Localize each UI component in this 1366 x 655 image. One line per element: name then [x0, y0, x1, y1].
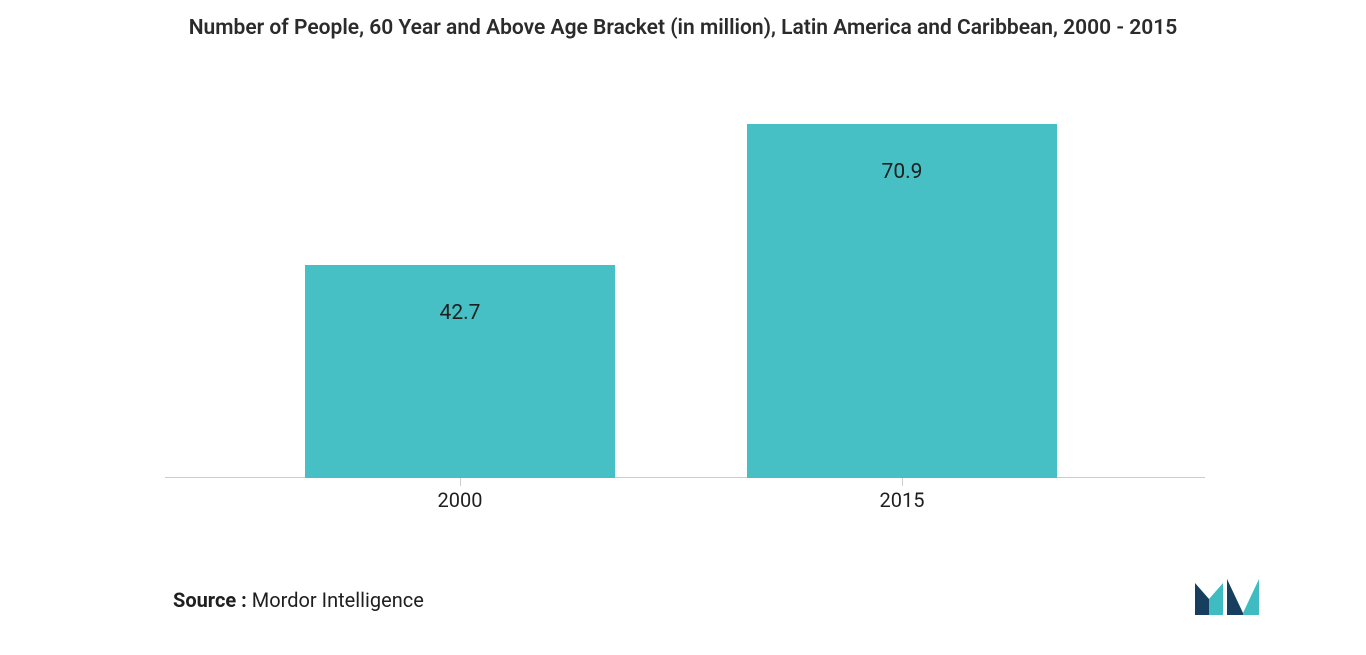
source-label: Source : — [173, 588, 247, 612]
x-tick-label-2015: 2015 — [842, 488, 962, 512]
bar-2000: 42.7 — [305, 265, 615, 479]
chart-title: Number of People, 60 Year and Above Age … — [0, 16, 1366, 40]
chart-container: Number of People, 60 Year and Above Age … — [0, 0, 1366, 655]
source-line: Source : Mordor Intelligence — [173, 588, 424, 612]
plot-area: 42.7 70.9 — [165, 78, 1205, 478]
x-tick-mark-2000 — [460, 478, 461, 486]
bar-value-label-2015: 70.9 — [747, 160, 1057, 184]
source-value: Mordor Intelligence — [252, 588, 424, 612]
bar-2015: 70.9 — [747, 124, 1057, 479]
x-tick-mark-2015 — [902, 478, 903, 486]
mordor-logo-icon — [1193, 575, 1261, 617]
x-tick-label-2000: 2000 — [400, 488, 520, 512]
bar-value-label-2000: 42.7 — [305, 301, 615, 325]
